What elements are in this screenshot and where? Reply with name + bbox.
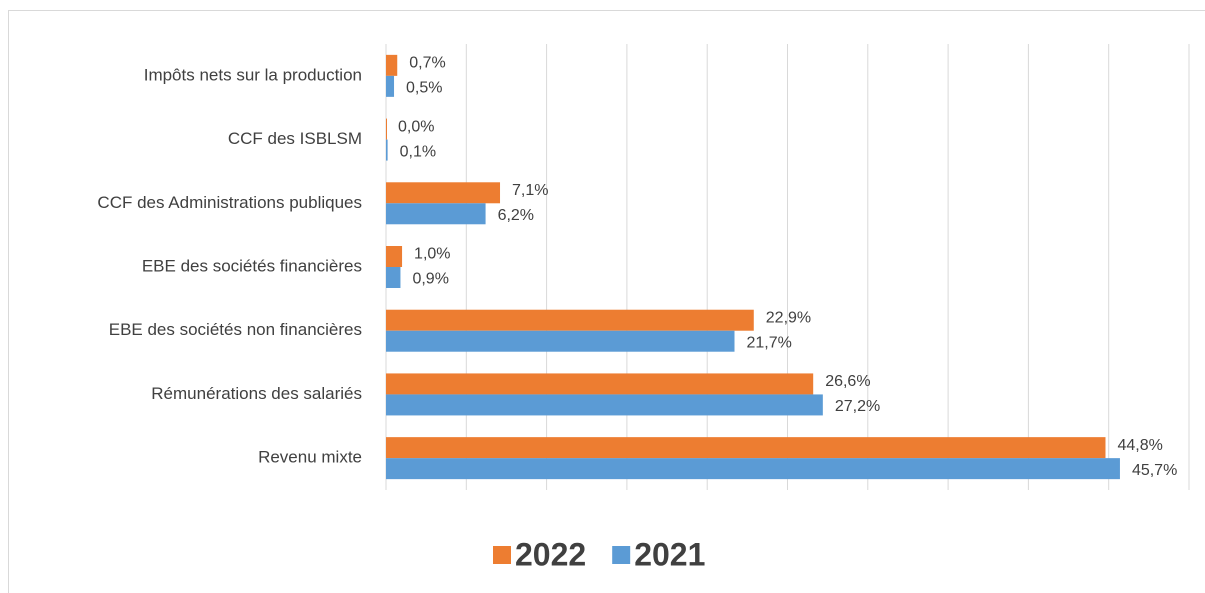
data-label: 45,7% bbox=[1132, 462, 1177, 479]
data-label: 6,2% bbox=[498, 207, 534, 224]
data-label: 0,1% bbox=[400, 143, 436, 160]
bar bbox=[386, 54, 398, 76]
bar bbox=[386, 118, 387, 140]
legend-swatch bbox=[493, 546, 511, 564]
y-tick-label: Impôts nets sur la production bbox=[144, 65, 362, 84]
data-label: 0,0% bbox=[398, 118, 434, 135]
y-tick-label: EBE des sociétés non financières bbox=[109, 320, 362, 339]
y-tick-label: EBE des sociétés financières bbox=[142, 256, 362, 275]
chart-frame bbox=[8, 10, 1205, 593]
bar bbox=[386, 373, 814, 395]
data-label: 7,1% bbox=[512, 182, 548, 199]
data-label: 0,5% bbox=[406, 80, 442, 97]
bar bbox=[386, 139, 388, 161]
y-tick-label: Rémunérations des salariés bbox=[151, 384, 362, 403]
bar bbox=[386, 437, 1106, 459]
legend-label: 2021 bbox=[634, 536, 705, 572]
bar bbox=[386, 458, 1120, 480]
y-tick-label: CCF des ISBLSM bbox=[228, 129, 362, 148]
bar bbox=[386, 75, 395, 97]
bar bbox=[386, 330, 735, 352]
bar bbox=[386, 394, 823, 416]
bar bbox=[386, 203, 486, 225]
bar bbox=[386, 309, 754, 331]
data-label: 26,6% bbox=[825, 373, 870, 390]
data-label: 21,7% bbox=[747, 334, 792, 351]
legend-swatch bbox=[612, 546, 631, 564]
data-label: 0,9% bbox=[412, 271, 448, 288]
data-label: 44,8% bbox=[1117, 437, 1162, 454]
bar bbox=[386, 246, 403, 267]
data-label: 22,9% bbox=[766, 309, 811, 326]
y-tick-label: CCF des Administrations publiques bbox=[97, 193, 362, 212]
legend-label: 2022 bbox=[515, 536, 586, 572]
data-label: 0,7% bbox=[409, 55, 445, 72]
bar bbox=[386, 182, 501, 204]
data-label: 1,0% bbox=[414, 246, 450, 263]
y-tick-label: Revenu mixte bbox=[258, 448, 362, 467]
bar bbox=[386, 267, 401, 288]
data-label: 27,2% bbox=[835, 398, 880, 415]
